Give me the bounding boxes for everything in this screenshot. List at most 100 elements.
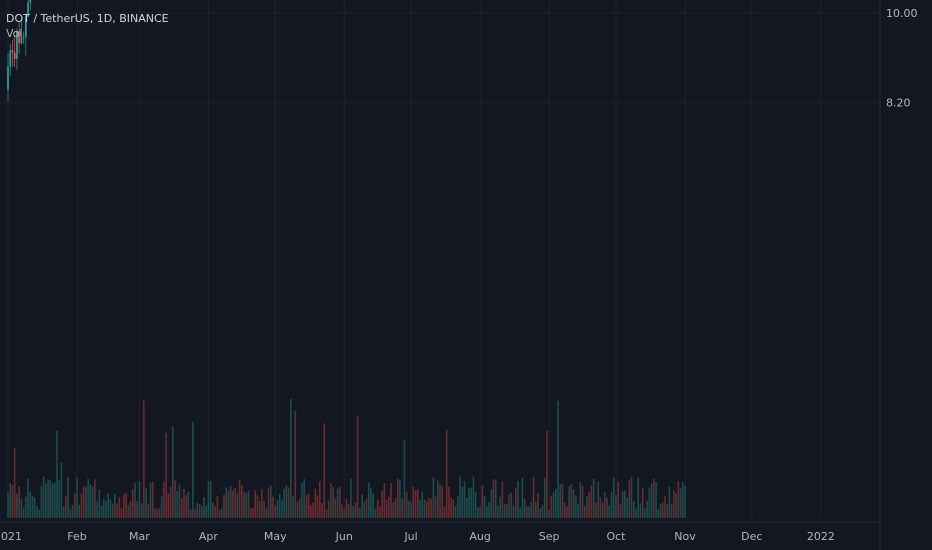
volume-bar <box>47 479 49 518</box>
volume-bar <box>615 494 617 518</box>
grid-lines <box>0 0 880 518</box>
volume-bar <box>675 492 677 518</box>
volume-bar <box>452 499 455 518</box>
volume-bar <box>425 501 428 518</box>
volume-bar <box>283 488 285 518</box>
volume-bar <box>412 486 415 518</box>
volume-bar <box>508 494 510 518</box>
volume-bar <box>552 492 555 518</box>
volume-bar <box>147 503 150 518</box>
volume-bar <box>38 509 40 518</box>
volume-bar <box>479 506 481 518</box>
volume-bar <box>307 493 310 518</box>
time-axis[interactable]: 2021 Feb Mar Apr May Jun Jul Aug Sep Oct Nov Dec 202… <box>0 521 880 543</box>
volume-bar <box>247 490 250 518</box>
volume-bar <box>138 481 141 518</box>
volume-bar <box>274 506 277 518</box>
volume-bar <box>379 506 381 518</box>
volume-bar <box>85 486 87 518</box>
volume-bar <box>356 415 359 518</box>
volume-bar <box>198 504 201 518</box>
volume-bar <box>639 503 642 518</box>
volume-bar <box>457 496 459 518</box>
volume-bar <box>430 498 432 518</box>
volume-bar <box>25 496 27 518</box>
volume-bar <box>33 497 36 518</box>
candle-body <box>11 50 14 53</box>
volume-bar <box>40 485 43 518</box>
volume-bar <box>437 480 439 518</box>
volume-bar <box>105 500 107 518</box>
volume-bar <box>11 485 14 518</box>
volume-bar <box>383 483 386 518</box>
candle-body <box>27 2 29 17</box>
volume-bar <box>258 500 261 518</box>
time-tick-label: Oct <box>606 530 626 543</box>
volume-bar <box>223 494 225 518</box>
volume-bar <box>410 502 412 518</box>
volume-bar <box>9 483 12 518</box>
volume-bar <box>681 482 684 518</box>
time-tick-label: Jul <box>403 530 417 543</box>
volume-bar <box>363 502 366 518</box>
time-tick-label: Nov <box>674 530 696 543</box>
price-tick-label: 10.00 <box>886 7 918 20</box>
volume-bar <box>314 488 317 518</box>
price-tick-label: 8.20 <box>886 97 911 110</box>
volume-bar <box>321 503 323 518</box>
volume-bar <box>67 477 69 518</box>
candle-body <box>9 50 12 67</box>
volume-bar <box>499 496 501 518</box>
volume-bar <box>334 498 337 518</box>
volume-bar <box>263 501 265 518</box>
volume-bar <box>109 498 112 518</box>
volume-bar <box>519 507 522 518</box>
volume-bar <box>296 501 299 518</box>
volume-bar <box>428 497 430 518</box>
volume-bar <box>497 505 499 518</box>
volume-indicator-label[interactable]: Vol <box>6 27 23 40</box>
volume-bar <box>256 495 259 518</box>
volume-bar <box>134 483 136 518</box>
volume-bar <box>432 476 435 518</box>
volume-bar <box>612 477 615 518</box>
volume-bar <box>100 505 103 518</box>
volume-bar <box>145 488 147 518</box>
volume-bar <box>619 503 622 518</box>
volume-bar <box>666 504 668 518</box>
volume-bar <box>20 499 23 518</box>
volume-bar <box>376 499 379 518</box>
volume-bar <box>236 493 239 518</box>
time-tick-label: May <box>264 530 287 543</box>
volume-bar <box>450 497 452 518</box>
volume-bar <box>154 508 156 518</box>
volume-bar <box>76 477 78 518</box>
volume-bar <box>71 505 74 518</box>
volume-bar <box>310 504 312 518</box>
volume-bar <box>646 500 648 518</box>
volume-bar <box>394 498 397 518</box>
price-axis[interactable]: 120.00100.0080.0065.0033.5027.5021.5017.… <box>879 0 925 550</box>
volume-bar <box>677 481 680 518</box>
volume-bar <box>65 495 67 518</box>
volume-bar <box>234 488 236 518</box>
volume-bar <box>539 508 542 518</box>
volume-bar <box>267 488 270 518</box>
volume-bar <box>370 488 372 518</box>
volume-bar <box>272 496 274 518</box>
volume-bar <box>486 506 488 518</box>
volume-bar <box>481 485 484 518</box>
volume-bar <box>537 492 539 518</box>
volume-bar <box>568 485 571 518</box>
volume-bar <box>403 439 406 518</box>
volume-bar <box>18 486 20 518</box>
volume-bar <box>352 506 354 518</box>
volume-bar <box>31 495 34 518</box>
volume-bar <box>501 481 504 518</box>
volume-bar <box>621 491 624 518</box>
volume-bar <box>661 502 664 518</box>
volume-bar <box>488 502 490 518</box>
volume-bar <box>601 502 604 518</box>
volume-bar <box>89 483 92 518</box>
